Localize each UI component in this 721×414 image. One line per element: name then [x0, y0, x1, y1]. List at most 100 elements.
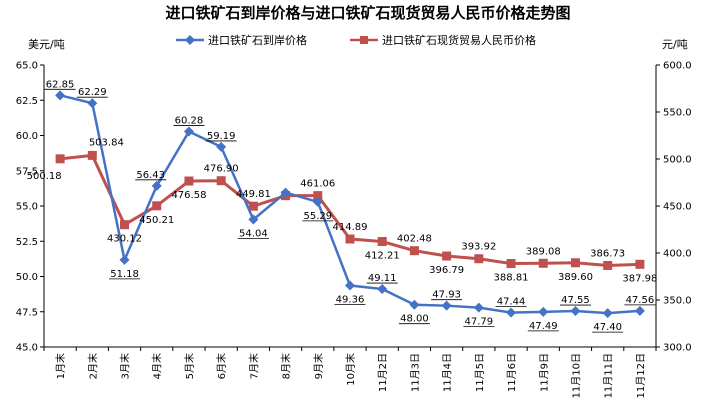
- cif-data-label: 62.85: [46, 79, 75, 90]
- cif-data-label: 62.29: [78, 87, 107, 98]
- cif-price-point: [538, 306, 549, 317]
- right-tick-label: 300.0: [663, 343, 692, 354]
- cif-data-label: 47.44: [497, 297, 526, 308]
- rmb-data-label: 449.81: [236, 189, 271, 200]
- cif-data-label: 51.18: [110, 269, 139, 280]
- tick-labels: 45.0 47.5 50.0 52.5 55.0 57.5 60.0 62.5 65.0 300.…: [16, 61, 692, 399]
- legend-label-rmb-price: 进口铁矿石现货贸易人民币价格: [382, 33, 536, 47]
- cif-price-point: [570, 306, 581, 317]
- rmb-data-label: 461.06: [300, 179, 335, 190]
- x-tick-label: 11月9日: [538, 353, 550, 392]
- rmb-price-point: [442, 251, 452, 261]
- x-tick-label: 5月末: [183, 353, 196, 379]
- x-tick-label: 11月4日: [442, 353, 454, 392]
- rmb-data-label: 402.48: [397, 234, 432, 245]
- rmb-price-point: [409, 246, 419, 256]
- cif-data-label: 47.56: [626, 295, 655, 306]
- x-tick-label: 11月11日: [603, 353, 615, 398]
- cif-price-point: [216, 141, 227, 152]
- cif-data-label: 47.55: [561, 295, 590, 306]
- cif-price-point: [377, 284, 388, 295]
- rmb-price-point: [152, 201, 162, 211]
- rmb-price-point: [635, 259, 645, 269]
- cif-data-label: 56.43: [136, 170, 165, 181]
- cif-data-label: 55.29: [303, 211, 332, 222]
- cif-data-label: 47.49: [529, 321, 558, 332]
- rmb-price-point: [538, 258, 548, 268]
- rmb-data-label: 500.18: [27, 171, 62, 182]
- right-tick-label: 600.0: [663, 61, 692, 72]
- cif-price-point: [87, 98, 98, 109]
- rmb-price-point: [87, 150, 97, 160]
- x-tick-label: 11月6日: [506, 353, 518, 392]
- legend: 进口铁矿石到岸价格 进口铁矿石现货贸易人民币价格: [176, 33, 536, 47]
- right-tick-label: 550.0: [663, 108, 692, 119]
- rmb-data-label: 503.84: [89, 137, 124, 148]
- cif-price-point: [441, 300, 452, 311]
- x-tick-label: 3月末: [119, 353, 132, 379]
- x-tick-label: 8月末: [280, 353, 293, 379]
- rmb-data-label: 388.81: [494, 273, 529, 284]
- left-tick-label: 65.0: [16, 61, 38, 72]
- right-tick-label: 450.0: [663, 202, 692, 213]
- left-tick-label: 52.5: [16, 237, 38, 248]
- rmb-data-label: 430.12: [107, 234, 142, 245]
- cif-price-point: [248, 214, 259, 225]
- legend-diamond-marker: [185, 35, 195, 45]
- rmb-price-point: [377, 237, 387, 247]
- rmb-data-label: 389.08: [526, 246, 561, 257]
- cif-price-point: [55, 90, 66, 101]
- rmb-price-point: [313, 191, 323, 201]
- rmb-data-label: 476.58: [171, 190, 206, 201]
- left-tick-label: 60.0: [16, 131, 38, 142]
- rmb-price-point: [216, 176, 226, 186]
- x-tick-label: 11月3日: [409, 353, 421, 392]
- rmb-price-point: [474, 254, 484, 264]
- cif-price-point: [473, 302, 484, 313]
- cif-data-label: 59.19: [207, 131, 236, 142]
- left-tick-label: 45.0: [16, 343, 38, 354]
- x-tick-label: 10月末: [344, 353, 357, 386]
- cif-data-label: 48.00: [400, 314, 429, 325]
- left-axis-unit: 美元/吨: [28, 38, 65, 51]
- cif-price-point: [183, 126, 194, 137]
- cif-price-line: [59, 94, 640, 315]
- rmb-price-point: [506, 259, 516, 269]
- rmb-data-label: 396.79: [429, 265, 464, 276]
- cif-price-point: [312, 196, 323, 207]
- rmb-data-label: 387.98: [622, 273, 657, 284]
- rmb-price-point: [248, 201, 258, 211]
- cif-data-label: 49.11: [368, 273, 397, 284]
- right-axis-unit: 元/吨: [662, 38, 688, 51]
- left-tick-label: 57.5: [16, 166, 38, 177]
- cif-price-point: [119, 254, 130, 265]
- cif-data-label: 54.04: [239, 229, 268, 240]
- rmb-data-label: 450.21: [139, 215, 174, 226]
- x-tick-label: 4月末: [151, 353, 164, 379]
- x-tick-label: 7月末: [247, 353, 260, 379]
- rmb-data-label: 389.60: [558, 272, 593, 283]
- cif-data-label: 49.36: [336, 295, 365, 306]
- series-layer: [55, 90, 645, 319]
- rmb-price-point: [184, 176, 194, 186]
- cif-price-point: [280, 187, 291, 198]
- legend-square-marker: [360, 36, 368, 44]
- rmb-price-point: [345, 234, 355, 244]
- rmb-price-point: [55, 154, 65, 164]
- rmb-data-label: 414.89: [333, 222, 368, 233]
- cif-price-point: [409, 299, 420, 310]
- x-tick-label: 11月12日: [635, 353, 647, 398]
- cif-data-label: 47.93: [432, 290, 461, 301]
- x-tick-label: 11月10日: [570, 353, 582, 398]
- x-tick-label: 1月末: [54, 353, 67, 379]
- chart-title: 进口铁矿石到岸价格与进口铁矿石现货贸易人民币价格走势图: [165, 4, 570, 22]
- cif-price-point: [345, 280, 355, 291]
- left-tick-label: 62.5: [16, 96, 38, 107]
- right-tick-label: 500.0: [663, 155, 692, 166]
- right-tick-label: 400.0: [663, 249, 692, 260]
- rmb-price-point: [570, 258, 580, 268]
- x-tick-label: 2月末: [86, 353, 99, 379]
- left-tick-label: 55.0: [16, 202, 38, 213]
